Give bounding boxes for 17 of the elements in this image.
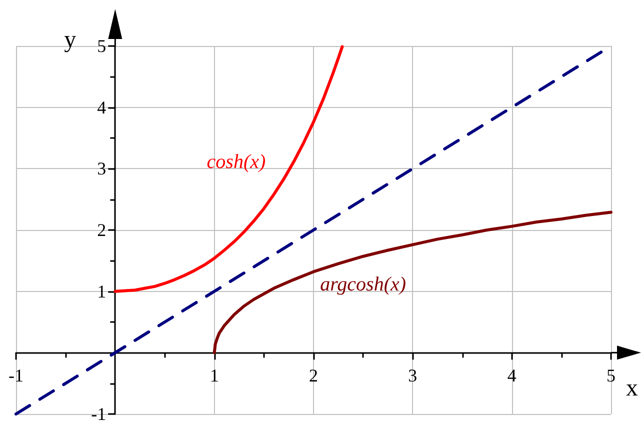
line-series xyxy=(212,210,612,354)
x-tick-label: 2 xyxy=(309,366,318,386)
y-tick-label: -1 xyxy=(91,404,106,423)
x-tick-label: -1 xyxy=(8,366,24,386)
series-label: cosh(x) xyxy=(206,150,266,173)
y-tick-label: 2 xyxy=(97,220,106,240)
x-tick-label: 4 xyxy=(507,366,516,386)
y-tick-label: 3 xyxy=(97,158,106,179)
y-tick-label: 4 xyxy=(97,97,106,118)
y-tick-label: 5 xyxy=(97,36,106,56)
x-axis-title: x xyxy=(626,376,638,402)
y-tick-label: 1 xyxy=(97,281,106,302)
x-tick-label: 1 xyxy=(210,366,219,386)
series-label: argcosh(x) xyxy=(320,273,406,296)
x-tick-label: 5 xyxy=(606,366,616,386)
x-tick-label: 3 xyxy=(408,366,418,386)
y-axis-title: y xyxy=(64,27,76,53)
